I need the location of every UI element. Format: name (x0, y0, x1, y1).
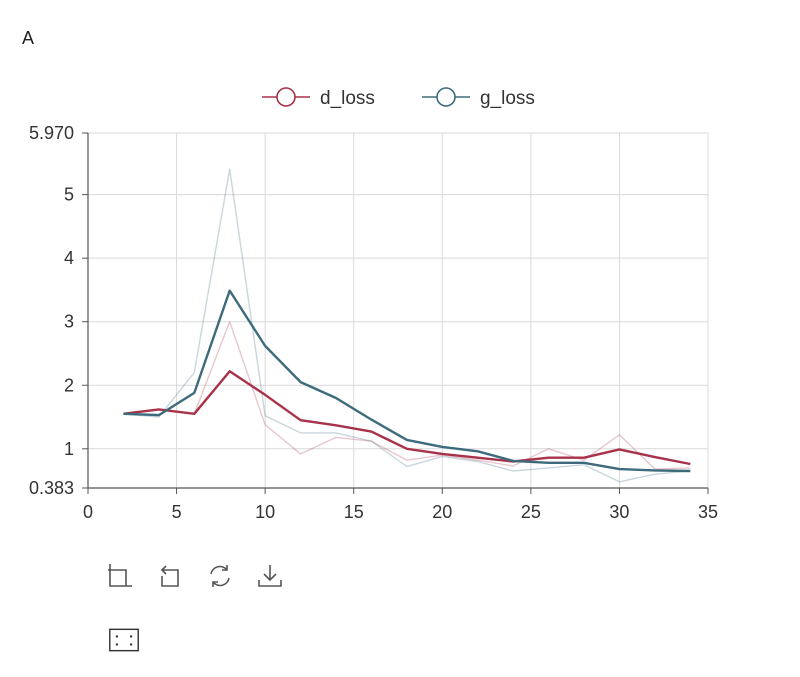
zoom-area-button[interactable] (104, 560, 136, 592)
x-tick-label: 20 (432, 502, 452, 522)
download-icon (258, 565, 282, 587)
x-tick-label: 0 (83, 502, 93, 522)
x-tick-label: 35 (698, 502, 718, 522)
x-tick-label: 5 (172, 502, 182, 522)
restore-button[interactable] (204, 560, 236, 592)
restore-icon (210, 565, 230, 587)
brush-select-button[interactable] (108, 624, 140, 656)
panel-label: A (22, 28, 35, 48)
legend-label-g-loss: g_loss (480, 88, 535, 109)
brush-select-icon (109, 628, 139, 652)
chart-toolbar (104, 560, 286, 592)
legend-marker-g-loss (436, 87, 456, 107)
series-line-d-loss (123, 370, 691, 466)
series-line-g-loss (123, 289, 691, 473)
y-tick-label: 4 (64, 248, 74, 268)
y-tick-label: 5 (64, 185, 74, 205)
y-tick-label: 0.383 (29, 478, 74, 498)
series-raw-line-g-loss (123, 168, 691, 483)
series-raw-line-d-loss (123, 321, 691, 470)
download-button[interactable] (254, 560, 286, 592)
legend-label-d-loss: d_loss (320, 88, 375, 109)
x-tick-label: 15 (344, 502, 364, 522)
x-tick-label: 30 (609, 502, 629, 522)
loss-line-chart: 0 5 10 15 20 25 30 35 0.383 1 2 3 4 5 5.970 d_loss g_los… (29, 87, 718, 522)
x-tick-label: 10 (255, 502, 275, 522)
y-tick-label: 1 (64, 439, 74, 459)
zoom-reset-icon (160, 565, 179, 587)
y-tick-label: 2 (64, 375, 74, 395)
zoom-reset-button[interactable] (154, 560, 186, 592)
x-tick-label: 25 (521, 502, 541, 522)
legend-marker-d-loss (276, 87, 296, 107)
chart-toolbar-secondary (108, 624, 140, 656)
y-tick-label: 5.970 (29, 123, 74, 143)
zoom-area-icon (108, 564, 132, 587)
y-tick-label: 3 (64, 312, 74, 332)
legend: d_loss g_loss (262, 87, 535, 109)
